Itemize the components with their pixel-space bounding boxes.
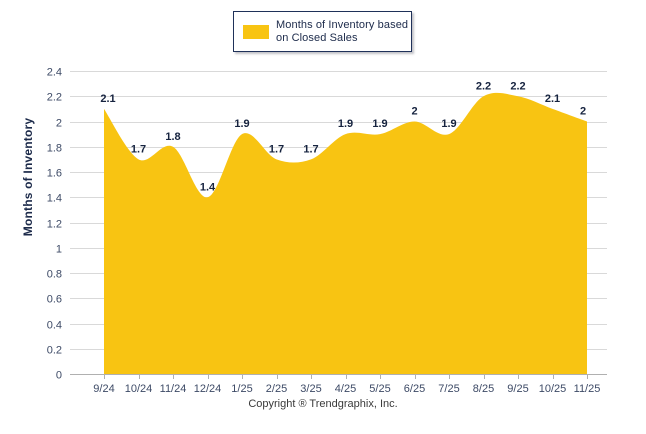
data-point-label: 1.9 <box>234 118 249 130</box>
data-point-label: 2.2 <box>510 80 525 92</box>
data-point-label: 2.1 <box>100 93 115 105</box>
y-tick-label: 2 <box>56 118 62 130</box>
y-tick-label: 1.8 <box>47 143 62 155</box>
x-axis-tick-labels: 9/24 10/24 11/24 12/24 1/25 2/25 3/25 4/25 5/25 6… <box>93 383 600 395</box>
x-tick-label: 7/25 <box>438 383 459 395</box>
x-tick-label: 10/24 <box>125 383 153 395</box>
data-point-label: 2.2 <box>476 80 491 92</box>
x-tick-label: 5/25 <box>369 383 390 395</box>
x-tick-label: 11/25 <box>574 383 601 395</box>
x-tick-label: 2/25 <box>266 383 287 395</box>
data-point-label: 1.7 <box>269 143 284 155</box>
x-tick-label: 1/25 <box>231 383 252 395</box>
axis-lines <box>70 374 607 379</box>
legend-label: Months of Inventory based on Closed Sale… <box>276 18 409 44</box>
y-tick-label: 2.4 <box>47 67 62 79</box>
x-tick-label: 11/24 <box>160 383 187 395</box>
area-series-months-of-inventory[interactable] <box>104 92 587 374</box>
x-tick-label: 8/25 <box>473 383 494 395</box>
data-point-label: 2 <box>580 106 586 118</box>
data-point-label: 2.1 <box>545 93 560 105</box>
y-tick-label: 1.6 <box>47 168 62 180</box>
data-point-labels: 2.1 1.7 1.8 1.4 1.9 1.7 1.7 1.9 1.9 2 1.9 2.2 2.2 2.1… <box>100 80 586 193</box>
x-tick-label: 3/25 <box>300 383 321 395</box>
y-tick-label: 0 <box>56 370 62 382</box>
data-point-label: 1.7 <box>131 143 146 155</box>
y-axis-tick-labels: 0 0.2 0.4 0.6 0.8 1 1.2 1.4 1.6 1.8 2 2.2 2.4 <box>47 67 62 382</box>
data-point-label: 1.4 <box>200 181 216 193</box>
chart-legend[interactable]: Months of Inventory based on Closed Sale… <box>233 11 412 52</box>
y-tick-label: 0.4 <box>47 320 62 332</box>
data-point-label: 1.9 <box>441 118 456 130</box>
y-tick-label: 1 <box>56 244 62 256</box>
x-tick-label: 9/25 <box>507 383 528 395</box>
y-tick-label: 0.6 <box>47 294 62 306</box>
area-fill[interactable] <box>104 92 587 374</box>
data-point-label: 1.9 <box>372 118 387 130</box>
y-tick-label: 2.2 <box>47 92 62 104</box>
y-tick-label: 1.4 <box>47 193 62 205</box>
y-tick-label: 0.2 <box>47 345 62 357</box>
x-tick-label: 4/25 <box>335 383 356 395</box>
legend-swatch-months-of-inventory <box>243 24 269 39</box>
copyright-note: Copyright ® Trendgraphix, Inc. <box>248 398 398 410</box>
y-tick-label: 1.2 <box>47 219 62 231</box>
x-tick-label: 6/25 <box>404 383 425 395</box>
data-point-label: 2 <box>411 106 417 118</box>
x-tick-label: 10/25 <box>539 383 567 395</box>
x-tick-label: 12/24 <box>194 383 222 395</box>
data-point-label: 1.9 <box>338 118 353 130</box>
data-point-label: 1.7 <box>303 143 318 155</box>
data-point-label: 1.8 <box>165 131 180 143</box>
y-tick-label: 0.8 <box>47 269 62 281</box>
x-tick-label: 9/24 <box>93 383 114 395</box>
